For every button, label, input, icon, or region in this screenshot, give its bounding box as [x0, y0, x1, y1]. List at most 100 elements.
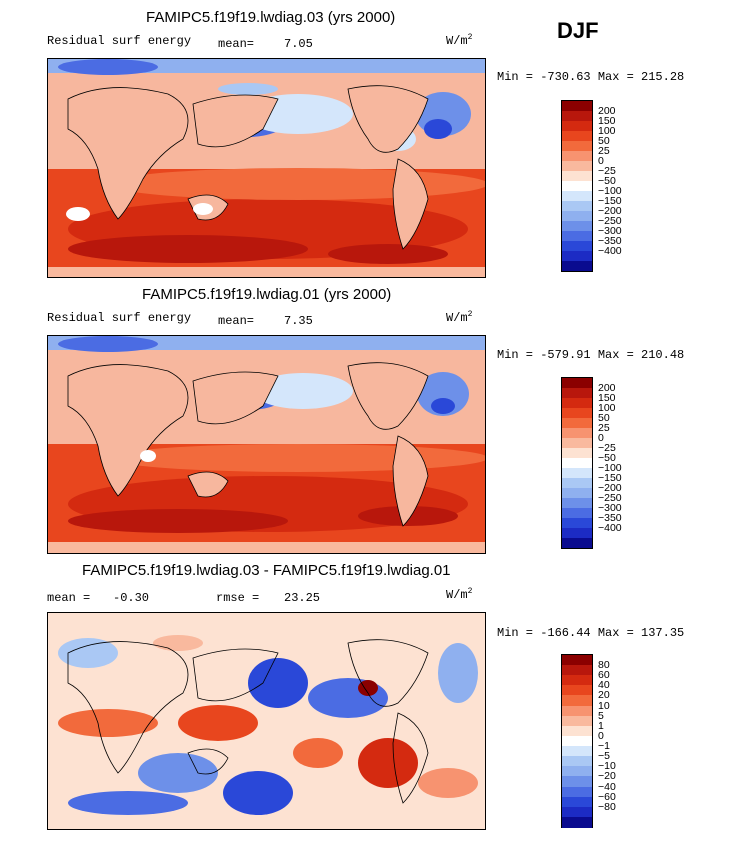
colorbar-tick-label: 150 [598, 392, 616, 404]
colorbar-swatch [562, 695, 592, 707]
colorbar-swatch [562, 211, 592, 221]
colorbar-tick-label: −350 [598, 235, 622, 247]
panel-1-units: W/m2 [446, 33, 473, 48]
panel-1-minmax: Min = -730.63 Max = 215.28 [497, 70, 685, 84]
colorbar-swatch [562, 508, 592, 518]
colorbar-swatch [562, 141, 592, 151]
colorbar-tick-label: −250 [598, 215, 622, 227]
colorbar-tick-label: 0 [598, 729, 604, 742]
colorbar-swatch [562, 806, 592, 818]
panel-1-colorbar [561, 100, 593, 272]
panel-1-mean-value: 7.05 [284, 37, 313, 51]
colorbar-tick-label: −100 [598, 185, 622, 197]
colorbar-swatch [562, 111, 592, 121]
colorbar-tick-label: 100 [598, 125, 616, 137]
panel-1-title: FAMIPC5.f19f19.lwdiag.03 (yrs 2000) [146, 9, 396, 26]
colorbar-swatch [562, 786, 592, 798]
colorbar-swatch [562, 131, 592, 141]
panel-3-minmax: Min = -166.44 Max = 137.35 [497, 626, 685, 640]
colorbar-swatch [562, 705, 592, 717]
colorbar-swatch [562, 518, 592, 528]
colorbar-tick-label: −10 [598, 760, 616, 773]
colorbar-swatch [562, 261, 592, 271]
colorbar-tick-label: 0 [598, 432, 604, 444]
colorbar-swatch [562, 121, 592, 131]
colorbar-swatch [562, 725, 592, 737]
colorbar-swatch [562, 171, 592, 181]
colorbar-swatch [562, 796, 592, 808]
colorbar-swatch [562, 528, 592, 538]
colorbar-swatch [562, 715, 592, 727]
colorbar-swatch [562, 766, 592, 778]
colorbar-tick-label: −350 [598, 512, 622, 524]
colorbar-swatch [562, 231, 592, 241]
colorbar-swatch [562, 201, 592, 211]
colorbar-tick-label: −60 [598, 790, 616, 803]
panel-1-variable: Residual surf energy [47, 34, 192, 48]
colorbar-tick-label: −200 [598, 205, 622, 217]
colorbar-tick-label: −40 [598, 780, 616, 793]
colorbar-tick-label: −1 [598, 740, 610, 753]
colorbar-tick-label: 25 [598, 145, 610, 157]
colorbar-tick-label: −300 [598, 502, 622, 514]
panel-2-mean-label: mean= [218, 314, 255, 328]
colorbar-swatch [562, 498, 592, 508]
panel-2-variable: Residual surf energy [47, 311, 192, 325]
colorbar-tick-label: 5 [598, 709, 604, 722]
colorbar-tick-label: 60 [598, 669, 610, 682]
colorbar-tick-label: −300 [598, 225, 622, 237]
colorbar-tick-label: −5 [598, 750, 610, 763]
panel-3-rmse-value: 23.25 [284, 591, 321, 605]
panel-3-mean-label: mean = [47, 591, 91, 605]
colorbar-swatch [562, 151, 592, 161]
colorbar-tick-label: 10 [598, 699, 610, 712]
colorbar-tick-label: 80 [598, 659, 610, 672]
colorbar-tick-label: −400 [598, 245, 622, 257]
colorbar-tick-label: 40 [598, 679, 610, 692]
panel-3-units: W/m2 [446, 587, 473, 602]
colorbar-swatch [562, 685, 592, 697]
colorbar-swatch [562, 478, 592, 488]
panel-3-map [47, 612, 486, 830]
colorbar-tick-label: −25 [598, 165, 616, 177]
colorbar-tick-label: 1 [598, 719, 604, 732]
colorbar-swatch [562, 221, 592, 231]
colorbar-swatch [562, 398, 592, 408]
panel-3-colorbar [561, 654, 593, 828]
colorbar-swatch [562, 735, 592, 747]
colorbar-tick-label: 100 [598, 402, 616, 414]
panel-2-colorbar [561, 377, 593, 549]
panel-2-field [48, 336, 485, 553]
colorbar-swatch [562, 776, 592, 788]
colorbar-tick-label: 0 [598, 155, 604, 167]
colorbar-tick-label: −50 [598, 452, 616, 464]
colorbar-swatch [562, 488, 592, 498]
colorbar-swatch [562, 756, 592, 768]
colorbar-swatch [562, 388, 592, 398]
colorbar-tick-label: −100 [598, 462, 622, 474]
colorbar-tick-label: −150 [598, 195, 622, 207]
panel-2-mean-value: 7.35 [284, 314, 313, 328]
colorbar-tick-label: −50 [598, 175, 616, 187]
colorbar-tick-label: 150 [598, 115, 616, 127]
colorbar-swatch [562, 181, 592, 191]
panel-3-rmse-label: rmse = [216, 591, 260, 605]
colorbar-swatch [562, 448, 592, 458]
colorbar-tick-label: 200 [598, 382, 616, 394]
colorbar-swatch [562, 468, 592, 478]
colorbar-swatch [562, 418, 592, 428]
colorbar-tick-label: −150 [598, 472, 622, 484]
panel-3-title: FAMIPC5.f19f19.lwdiag.03 - FAMIPC5.f19f1… [82, 562, 451, 579]
colorbar-swatch [562, 538, 592, 548]
colorbar-tick-label: 20 [598, 689, 610, 702]
colorbar-tick-label: −25 [598, 442, 616, 454]
colorbar-tick-label: −200 [598, 482, 622, 494]
colorbar-swatch [562, 458, 592, 468]
panel-2-title: FAMIPC5.f19f19.lwdiag.01 (yrs 2000) [142, 286, 392, 303]
colorbar-swatch [562, 746, 592, 758]
panel-3-field [48, 613, 485, 829]
colorbar-swatch [562, 665, 592, 677]
panel-3-mean-value: -0.30 [113, 591, 150, 605]
colorbar-swatch [562, 241, 592, 251]
colorbar-swatch [562, 191, 592, 201]
